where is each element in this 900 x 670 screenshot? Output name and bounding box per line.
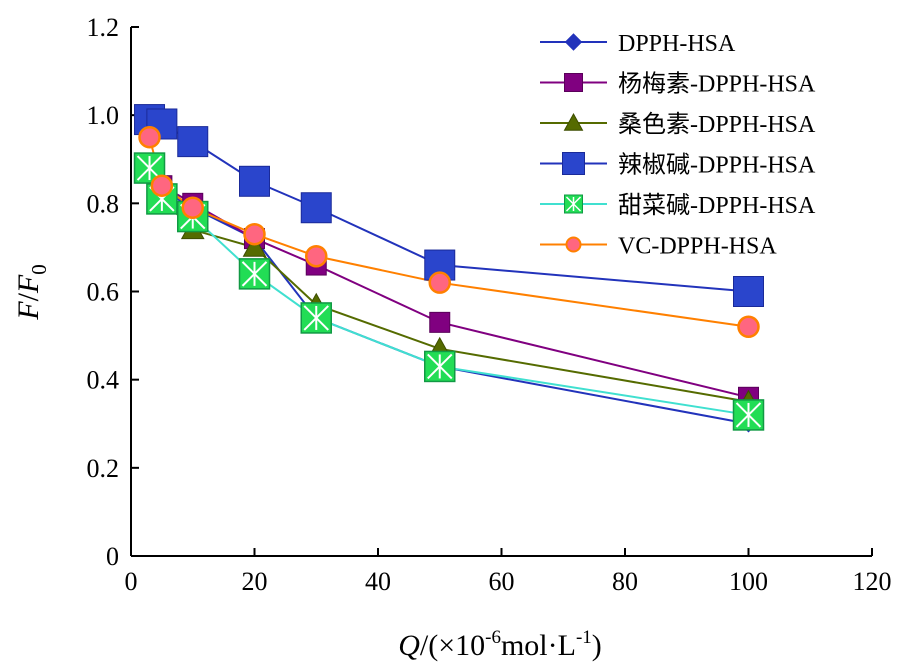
legend-label: VC-DPPH-HSA [618,234,777,260]
data-point [300,302,332,334]
data-point [733,276,764,307]
data-point [732,399,765,431]
y-tick-label: 0.2 [87,454,120,483]
y-tick-label: 1.2 [87,13,120,42]
x-tick-label: 80 [612,567,638,596]
y-tick-label: 0 [106,542,119,571]
legend-label: 桑色素-DPPH-HSA [618,111,816,138]
legend-label: 杨梅素-DPPH-HSA [618,71,816,98]
y-tick-label: 0.4 [87,366,120,395]
data-point [242,235,267,257]
legend-marker [564,33,583,51]
data-point [429,311,451,333]
legend-label: 甜菜碱-DPPH-HSA [618,192,816,219]
data-point [138,125,161,149]
axes: 0 20 40 60 80 100 120 0 0.2 0.4 0.6 0.8 1.0 1.2 [87,13,892,596]
x-axis-title: Q/(×10-6mol·L-1) [398,627,602,662]
data-point [238,258,271,290]
data-point [243,222,266,246]
y-tick-label: 1.0 [87,101,120,130]
data-point [181,196,204,219]
legend-marker [564,73,583,92]
y-axis-title: F/F0 [12,264,51,321]
x-tick-label: 100 [729,567,768,596]
y-tick-label: 0.6 [87,278,120,307]
legend-marker [563,112,584,131]
y-tick-label: 0.8 [87,189,120,218]
data-point [424,350,456,383]
series-markers [133,104,765,433]
data-point [177,126,209,158]
data-point [239,165,270,197]
data-point [150,174,174,197]
legend: DPPH-HSA 杨梅素-DPPH-HSA 桑色素-DPPH-HSA 辣椒碱-DPPH… [540,31,816,260]
legend-marker [562,152,585,175]
data-point [737,315,760,339]
data-point [305,244,328,268]
x-tick-label: 0 [125,567,138,596]
legend-marker [564,194,583,214]
data-point [428,271,451,294]
legend-label: DPPH-HSA [618,31,736,57]
x-tick-label: 60 [489,567,515,596]
x-tick-label: 120 [853,567,892,596]
legend-label: 辣椒碱-DPPH-HSA [618,152,816,179]
x-tick-label: 20 [242,567,268,596]
x-tick-label: 40 [365,567,391,596]
data-point [300,192,332,224]
legend-marker [565,236,582,253]
